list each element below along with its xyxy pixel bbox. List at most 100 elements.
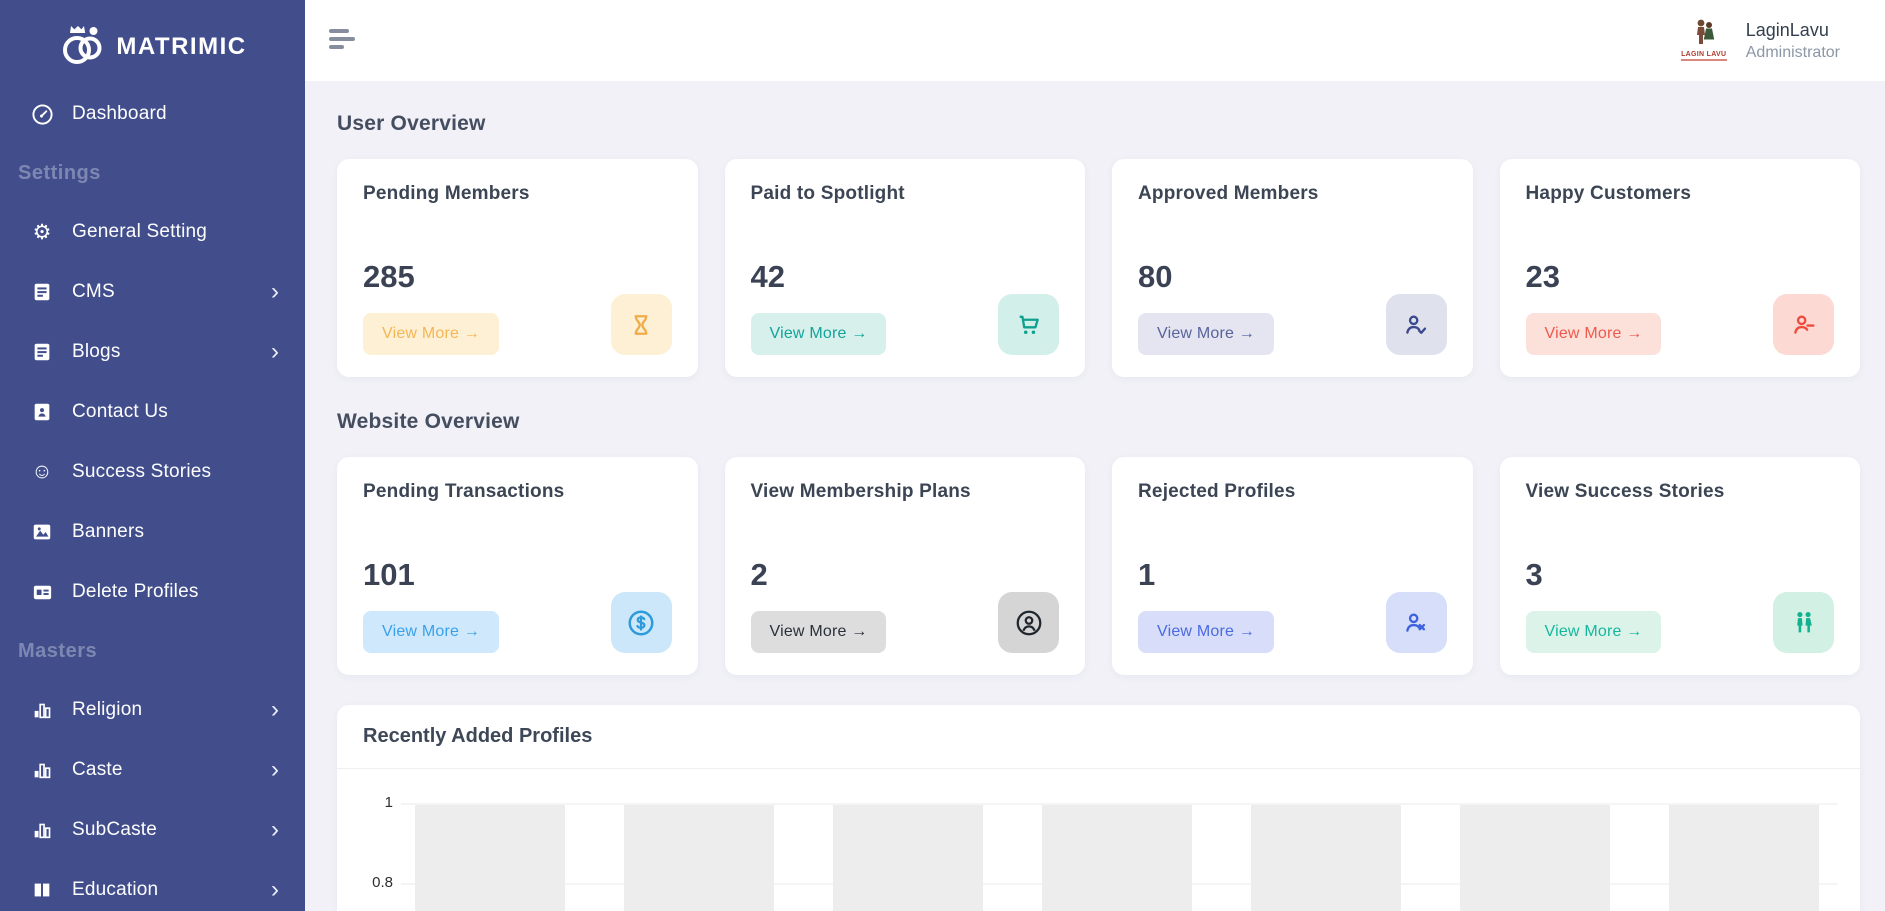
sidebar-item-label: Success Stories [72,461,212,482]
chart-bar [624,805,774,911]
view-more-button[interactable]: View More → [1525,611,1662,653]
sidebar-item-label: General Setting [72,221,208,242]
panel-title: Recently Added Profiles [363,725,593,747]
bar-chart-icon [30,758,54,782]
hourglass-icon [610,294,672,355]
stat-card-title: Pending Transactions [363,481,565,502]
sidebar-item-dashboard[interactable]: Dashboard [0,84,305,144]
view-more-button[interactable]: View More → [750,313,887,355]
sidebar-item-banners[interactable]: Banners [0,502,305,562]
sidebar-item-delete-profiles[interactable]: Delete Profiles [0,562,305,622]
user-x-icon [1385,592,1447,653]
chart-bar [415,805,565,911]
chart-plot-area: 1 0.8 [372,794,1838,911]
brand-badge-text: LAGIN LAVU [1681,50,1727,58]
sidebar-item-cms[interactable]: CMS › [0,262,305,322]
chart-bar [1042,805,1192,911]
stat-card-view-success-stories: View Success Stories 3 View More → [1499,457,1860,675]
dashboard-gauge-icon [30,102,54,126]
user-menu[interactable]: LAGIN LAVU LaginLavu Administrator [1676,18,1840,64]
chart-bar [1251,805,1401,911]
stat-card-approved-members: Approved Members 80 View More → [1112,159,1473,377]
brand[interactable]: MATRIMIC [0,0,305,84]
document-lines-icon [30,340,54,364]
stat-card-value: 80 [1138,259,1173,294]
sidebar-section-masters: Masters [18,639,98,662]
sidebar-item-label: Caste [72,759,123,780]
stat-card-happy-customers: Happy Customers 23 View More → [1499,159,1860,377]
brand-badge: LAGIN LAVU [1676,18,1732,64]
stat-card-value: 3 [1525,557,1543,592]
view-more-button[interactable]: View More → [363,313,499,355]
stat-card-value: 42 [750,259,785,294]
stat-card-title: Rejected Profiles [1138,481,1296,502]
book-icon [30,878,54,902]
sidebar-item-caste[interactable]: Caste › [0,740,305,800]
stat-card-title: Happy Customers [1525,183,1692,204]
stat-card-value: 101 [363,557,415,592]
chevron-right-icon: › [271,756,279,783]
brand-badge-tagline [1680,58,1727,61]
hamburger-menu-icon[interactable] [329,28,357,53]
matrimic-rings-logo-icon [58,22,104,73]
view-more-button[interactable]: View More → [1138,611,1274,653]
id-card-icon [30,580,54,604]
chart-bar [1460,805,1610,911]
user-overview-cards: Pending Members 285 View More → Paid to … [337,159,1860,377]
view-more-button[interactable]: View More → [750,611,887,653]
chart-bar [1669,805,1819,911]
sidebar-item-education[interactable]: Education › [0,860,305,911]
chevron-right-icon: › [271,696,279,723]
stat-card-value: 2 [750,557,768,592]
stat-card-pending-members: Pending Members 285 View More → [337,159,698,377]
sidebar-item-general-setting[interactable]: ⚙ General Setting [0,202,305,262]
stat-card-view-membership-plans: View Membership Plans 2 View More → [724,457,1085,675]
y-axis-tick: 0.8 [372,874,393,891]
sidebar-item-blogs[interactable]: Blogs › [0,322,305,382]
main-area: LAGIN LAVU LaginLavu Administrator User … [305,0,1885,911]
chevron-right-icon: › [271,816,279,843]
smiley-icon: ☺ [31,460,53,483]
y-axis-tick: 1 [384,794,393,811]
contact-book-icon [30,400,54,424]
topbar: LAGIN LAVU LaginLavu Administrator [305,0,1885,81]
brand-name: MATRIMIC [116,33,247,60]
stat-card-title: View Membership Plans [750,481,971,502]
document-lines-icon [30,280,54,304]
chevron-right-icon: › [271,876,279,903]
sidebar-item-contact-us[interactable]: Contact Us [0,382,305,442]
view-more-button[interactable]: View More → [1525,313,1662,355]
stat-card-rejected-profiles: Rejected Profiles 1 View More → [1112,457,1473,675]
sidebar-item-label: Dashboard [72,103,167,124]
stat-card-value: 1 [1138,557,1156,592]
stat-card-title: View Success Stories [1525,481,1725,502]
sidebar-item-religion[interactable]: Religion › [0,680,305,740]
user-name: LaginLavu [1745,19,1829,40]
sidebar-item-label: Blogs [72,341,121,362]
gridline [401,803,1838,805]
bar-chart: 1 0.8 [337,794,1860,911]
cart-icon [998,294,1059,355]
view-more-button[interactable]: View More → [363,611,499,653]
dollar-circle-icon [610,592,672,653]
website-overview-cards: Pending Transactions 101 View More → Vie… [337,457,1860,675]
gear-icon: ⚙ [32,220,52,244]
sidebar-item-success-stories[interactable]: ☺ Success Stories [0,442,305,502]
sidebar-item-label: Contact Us [72,401,168,422]
chevron-right-icon: › [271,278,279,305]
view-more-button[interactable]: View More → [1138,313,1274,355]
content: User Overview Pending Members 285 View M… [305,81,1885,911]
image-icon [30,520,54,544]
chart-bars [415,805,1838,911]
sidebar-item-subcaste[interactable]: SubCaste › [0,800,305,860]
sidebar: MATRIMIC Dashboard Settings ⚙ General Se… [0,0,305,911]
stat-card-title: Pending Members [363,183,530,204]
bar-chart-icon [30,818,54,842]
user-check-icon [1385,294,1447,355]
couple-illustration-icon [1689,18,1719,51]
sidebar-item-label: CMS [72,281,115,302]
user-meta: LaginLavu Administrator [1746,20,1840,62]
stat-card-value: 285 [363,259,415,294]
user-circle-icon [998,592,1059,653]
sidebar-section-settings: Settings [18,161,101,184]
